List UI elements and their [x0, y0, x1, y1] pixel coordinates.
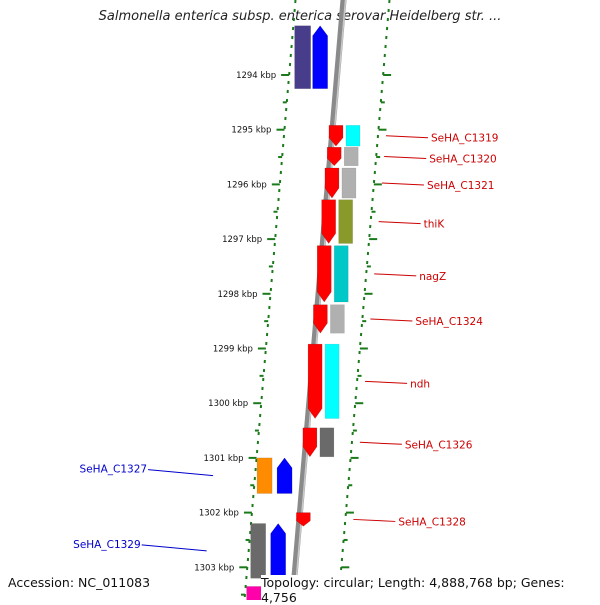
tick-label: 1298 kbp — [217, 290, 257, 300]
tick-label: 1302 kbp — [199, 509, 239, 519]
gene-label-text: SeHA_C1319 — [431, 133, 499, 145]
forward-gene-arrow — [317, 246, 331, 302]
tick-label: 1297 kbp — [222, 235, 262, 245]
gene-label-leader — [365, 381, 407, 383]
cog-block — [344, 147, 358, 166]
forward-gene-arrow — [308, 344, 322, 418]
cog-block — [257, 458, 272, 494]
gene-label-leader — [148, 470, 213, 476]
gene-label-text: SeHA_C1321 — [427, 180, 495, 192]
tick-label: 1296 kbp — [227, 180, 267, 190]
reverse-gene-arrow — [277, 458, 292, 494]
gene-label-text: SeHA_C1324 — [415, 316, 483, 328]
tick-label: 1299 kbp — [213, 345, 253, 355]
cog-block — [334, 246, 348, 302]
accession-text: Accession: NC_011083 — [8, 575, 150, 590]
cog-block — [342, 168, 356, 198]
gene-label-leader — [374, 274, 416, 276]
gene-label-text: SeHA_C1328 — [398, 516, 466, 528]
tick-labels: 1294 kbp 1295 kbp 1296 kbp 1297 kbp 1298 kbp… — [194, 71, 276, 573]
cog-block — [325, 344, 339, 418]
cog-block — [330, 305, 344, 333]
topology-text: Topology: circular; Length: 4,888,768 bp… — [261, 575, 600, 605]
gene-label-leader — [384, 157, 426, 159]
gene-label-leader — [386, 136, 428, 138]
tick-label: 1300 kbp — [208, 399, 248, 409]
cog-block — [295, 26, 311, 89]
cog-block — [320, 428, 334, 457]
gene-label-leader — [370, 319, 412, 321]
reverse-gene-arrow — [271, 524, 286, 579]
gene-label-text: nagZ — [419, 271, 446, 283]
gene-label-text: SeHA_C1326 — [405, 439, 473, 451]
gene-label-text: SeHA_C1327 — [80, 464, 148, 476]
gene-label-text: thiK — [424, 219, 446, 231]
gene-label-text: ndh — [410, 378, 430, 390]
gene-label-text: SeHA_C1320 — [429, 154, 497, 166]
gene-label-leader — [142, 545, 207, 551]
gene-label-leader — [379, 222, 421, 224]
tick-label: 1303 kbp — [194, 563, 234, 573]
cog-block — [247, 586, 262, 600]
tick-label: 1295 kbp — [231, 126, 271, 136]
tick-label: 1294 kbp — [236, 71, 276, 81]
gene-label-text: SeHA_C1329 — [73, 539, 141, 551]
gene-label-leader — [353, 519, 395, 521]
cog-block — [251, 524, 266, 579]
gene-label-leader — [360, 442, 402, 444]
gene-label-leader — [382, 183, 424, 185]
tick-label: 1301 kbp — [204, 454, 244, 464]
reverse-gene-arrow — [313, 26, 328, 89]
cog-block — [346, 125, 360, 146]
cog-block — [339, 200, 353, 244]
